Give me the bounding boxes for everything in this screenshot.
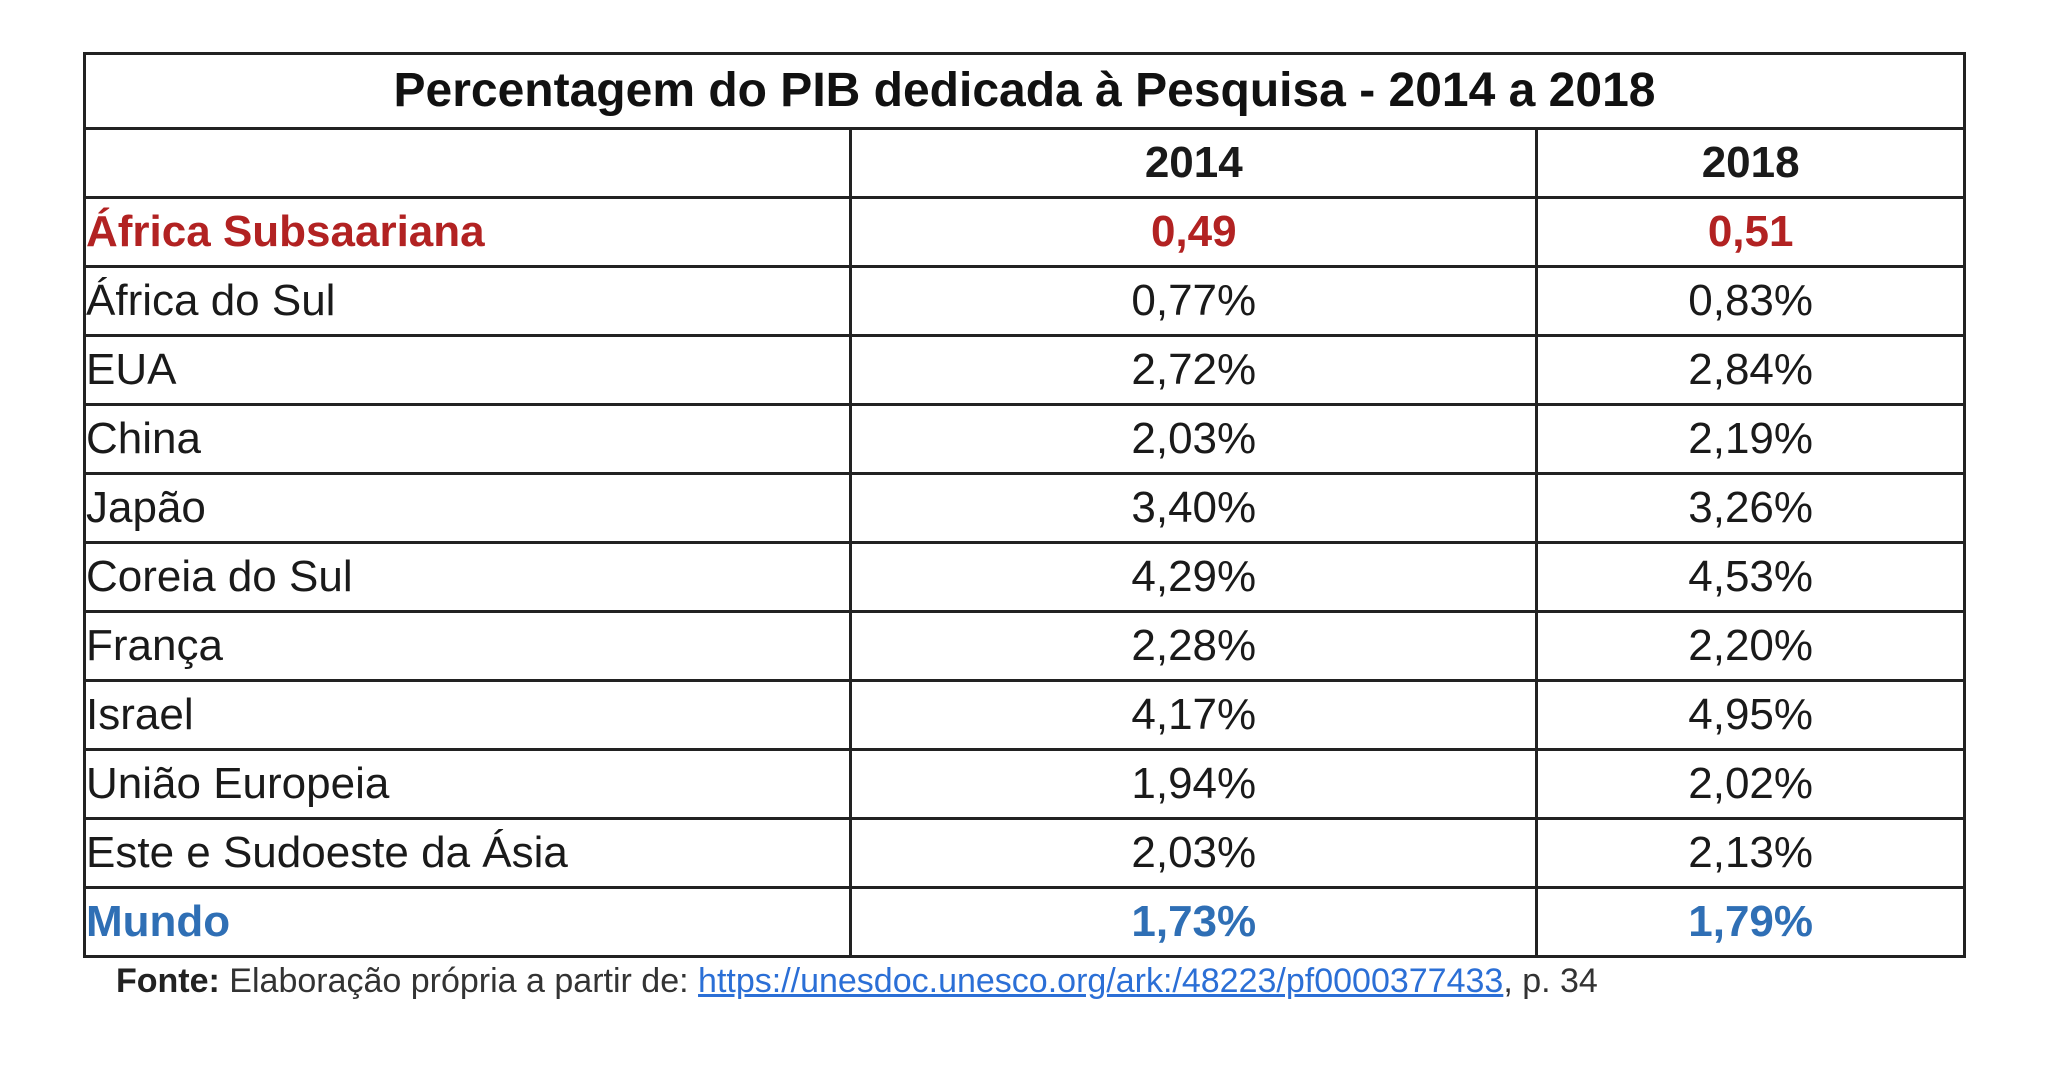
value-2018: 0,83% (1535, 265, 1966, 337)
table-row: África Subsaariana 0,49 0,51 (82, 196, 1966, 268)
header-row: 2014 2018 (82, 127, 1966, 199)
value-2014: 2,28% (849, 610, 1539, 682)
value-2014: 0,49 (849, 196, 1539, 268)
value-2014: 2,72% (849, 334, 1539, 406)
value-2018: 2,19% (1535, 403, 1966, 475)
value-2018: 2,02% (1535, 748, 1966, 820)
value-2014: 2,03% (849, 817, 1539, 889)
source-note: Fonte: Elaboração própria a partir de: h… (116, 962, 1598, 1001)
row-label: Coreia do Sul (82, 541, 853, 613)
value-2014: 4,17% (849, 679, 1539, 751)
row-label: Israel (82, 679, 853, 751)
table-row: França 2,28% 2,20% (82, 610, 1966, 682)
row-label: EUA (82, 334, 853, 406)
value-2014: 3,40% (849, 472, 1539, 544)
value-2018: 1,79% (1535, 886, 1966, 958)
table-row: China 2,03% 2,19% (82, 403, 1966, 475)
value-2018: 3,26% (1535, 472, 1966, 544)
value-2018: 2,20% (1535, 610, 1966, 682)
header-year-2018: 2018 (1535, 127, 1966, 199)
row-label: Mundo (82, 886, 853, 958)
table-row: União Europeia 1,94% 2,02% (82, 748, 1966, 820)
source-suffix: , p. 34 (1503, 962, 1598, 1000)
header-empty-cell (82, 127, 853, 199)
table-row: Israel 4,17% 4,95% (82, 679, 1966, 751)
value-2018: 0,51 (1535, 196, 1966, 268)
row-label: Japão (82, 472, 853, 544)
value-2014: 2,03% (849, 403, 1539, 475)
value-2014: 1,94% (849, 748, 1539, 820)
row-label: China (82, 403, 853, 475)
value-2014: 4,29% (849, 541, 1539, 613)
source-prefix: Fonte: (116, 962, 220, 1000)
row-label: União Europeia (82, 748, 853, 820)
table-row: Japão 3,40% 3,26% (82, 472, 1966, 544)
table-row: Coreia do Sul 4,29% 4,53% (82, 541, 1966, 613)
table-row: Este e Sudoeste da Ásia 2,03% 2,13% (82, 817, 1966, 889)
row-label: África do Sul (82, 265, 853, 337)
value-2014: 0,77% (849, 265, 1539, 337)
row-label: África Subsaariana (82, 196, 853, 268)
table-row: Mundo 1,73% 1,79% (82, 886, 1966, 958)
table-row: África do Sul 0,77% 0,83% (82, 265, 1966, 337)
header-year-2014: 2014 (849, 127, 1539, 199)
value-2014: 1,73% (849, 886, 1539, 958)
data-table: Percentagem do PIB dedicada à Pesquisa -… (82, 52, 1966, 958)
row-label: França (82, 610, 853, 682)
row-label: Este e Sudoeste da Ásia (82, 817, 853, 889)
value-2018: 2,84% (1535, 334, 1966, 406)
source-text: Elaboração própria a partir de: (219, 962, 699, 1000)
table-row: EUA 2,72% 2,84% (82, 334, 1966, 406)
table-title: Percentagem do PIB dedicada à Pesquisa -… (83, 52, 1966, 127)
source-link[interactable]: https://unesdoc.unesco.org/ark:/48223/pf… (698, 962, 1504, 1000)
value-2018: 2,13% (1535, 817, 1966, 889)
table-frame: Percentagem do PIB dedicada à Pesquisa -… (82, 52, 1966, 958)
value-2018: 4,53% (1535, 541, 1966, 613)
value-2018: 4,95% (1535, 679, 1966, 751)
